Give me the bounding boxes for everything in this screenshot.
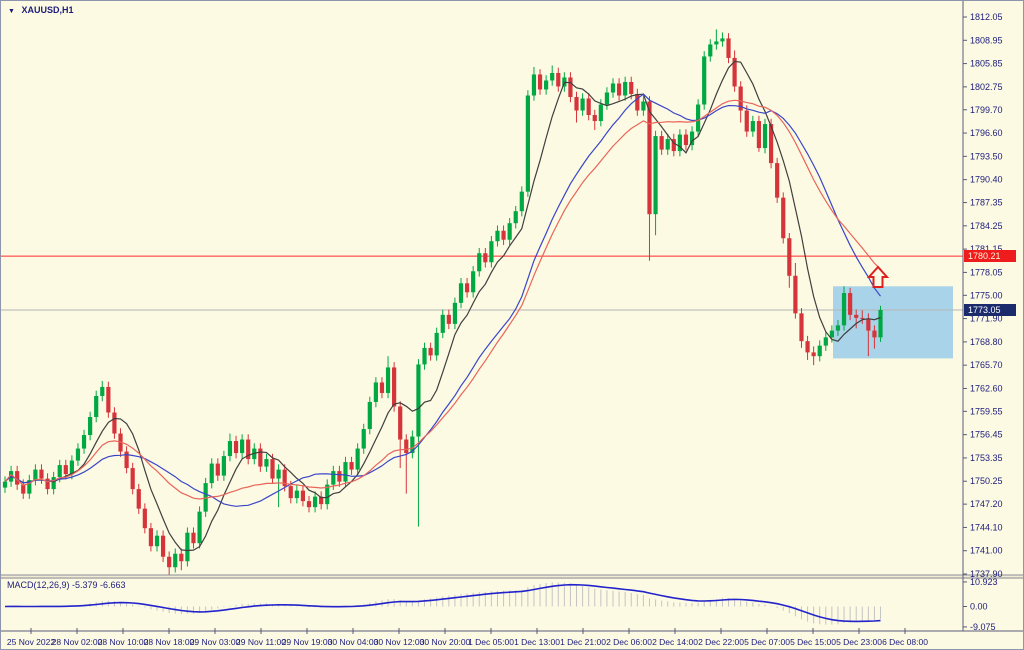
svg-text:1765.70: 1765.70 — [970, 360, 1003, 370]
svg-text:30 Nov 20:00: 30 Nov 20:00 — [420, 637, 471, 647]
hline-price-badge: 1780.21 — [964, 250, 1016, 263]
macd-axis-labels: 10.923 0.00 -9.075 — [963, 577, 998, 632]
macd-indicator-label: MACD(12,26,9) -5.379 -6.663 — [7, 580, 126, 590]
highlight-box-annotation[interactable] — [833, 286, 953, 359]
svg-text:5 Dec 07:00: 5 Dec 07:00 — [744, 637, 790, 647]
svg-text:10.923: 10.923 — [970, 577, 998, 587]
svg-text:1812.05: 1812.05 — [970, 12, 1003, 22]
svg-text:28 Nov 02:00: 28 Nov 02:00 — [52, 637, 103, 647]
svg-text:1784.25: 1784.25 — [970, 221, 1003, 231]
svg-text:1747.20: 1747.20 — [970, 499, 1003, 509]
symbol-timeframe-label: ▼ XAUUSD,H1 — [8, 5, 73, 15]
svg-text:1796.60: 1796.60 — [970, 128, 1003, 138]
svg-text:30 Nov 04:00: 30 Nov 04:00 — [328, 637, 379, 647]
candlestick-series — [2, 29, 883, 575]
svg-text:1778.05: 1778.05 — [970, 267, 1003, 277]
symbol-text: XAUUSD,H1 — [21, 5, 74, 15]
price-axis[interactable]: 1812.05 1808.95 1805.85 1802.75 1799.70 1796.… — [963, 12, 1003, 579]
svg-text:1 Dec 21:00: 1 Dec 21:00 — [560, 637, 606, 647]
up-arrow-annotation[interactable] — [866, 265, 890, 288]
svg-text:-9.075: -9.075 — [970, 622, 996, 632]
svg-text:30 Nov 12:00: 30 Nov 12:00 — [374, 637, 425, 647]
svg-text:2 Dec 22:00: 2 Dec 22:00 — [698, 637, 744, 647]
svg-text:0.00: 0.00 — [970, 602, 988, 612]
svg-text:1759.55: 1759.55 — [970, 406, 1003, 416]
svg-text:29 Nov 19:00: 29 Nov 19:00 — [282, 637, 333, 647]
svg-text:1793.50: 1793.50 — [970, 151, 1003, 161]
svg-text:1741.00: 1741.00 — [970, 546, 1003, 556]
svg-text:1 Dec 13:00: 1 Dec 13:00 — [514, 637, 560, 647]
svg-text:1768.80: 1768.80 — [970, 337, 1003, 347]
horizontal-price-lines[interactable] — [1, 255, 963, 311]
svg-text:1762.60: 1762.60 — [970, 383, 1003, 393]
svg-text:28 Nov 10:00: 28 Nov 10:00 — [98, 637, 149, 647]
svg-text:1790.40: 1790.40 — [970, 175, 1003, 185]
svg-text:1787.35: 1787.35 — [970, 198, 1003, 208]
svg-text:25 Nov 2022: 25 Nov 2022 — [7, 637, 55, 647]
svg-text:1802.75: 1802.75 — [970, 82, 1003, 92]
svg-text:1753.35: 1753.35 — [970, 453, 1003, 463]
svg-text:1775.00: 1775.00 — [970, 290, 1003, 300]
svg-text:1799.70: 1799.70 — [970, 105, 1003, 115]
svg-text:28 Nov 18:00: 28 Nov 18:00 — [144, 637, 195, 647]
svg-text:1744.10: 1744.10 — [970, 522, 1003, 532]
svg-text:1805.85: 1805.85 — [970, 59, 1003, 69]
svg-text:1771.90: 1771.90 — [970, 314, 1003, 324]
svg-text:5 Dec 23:00: 5 Dec 23:00 — [836, 637, 882, 647]
moving-average-lines — [4, 60, 881, 552]
axis-frame — [1, 1, 1023, 632]
svg-text:2 Dec 14:00: 2 Dec 14:00 — [652, 637, 698, 647]
svg-text:1808.95: 1808.95 — [970, 35, 1003, 45]
svg-text:29 Nov 03:00: 29 Nov 03:00 — [190, 637, 241, 647]
bid-price-badge: 1773.05 — [964, 303, 1016, 316]
svg-text:6 Dec 08:00: 6 Dec 08:00 — [882, 637, 928, 647]
svg-text:1 Dec 05:00: 1 Dec 05:00 — [468, 637, 514, 647]
svg-text:1750.25: 1750.25 — [970, 476, 1003, 486]
macd-indicator — [4, 582, 882, 625]
svg-text:1737.90: 1737.90 — [970, 569, 1003, 579]
svg-text:1781.15: 1781.15 — [970, 244, 1003, 254]
svg-text:1756.45: 1756.45 — [970, 430, 1003, 440]
svg-text:5 Dec 15:00: 5 Dec 15:00 — [790, 637, 836, 647]
svg-text:29 Nov 11:00: 29 Nov 11:00 — [236, 637, 286, 647]
dropdown-triangle-icon: ▼ — [8, 8, 15, 15]
svg-text:2 Dec 06:00: 2 Dec 06:00 — [606, 637, 652, 647]
